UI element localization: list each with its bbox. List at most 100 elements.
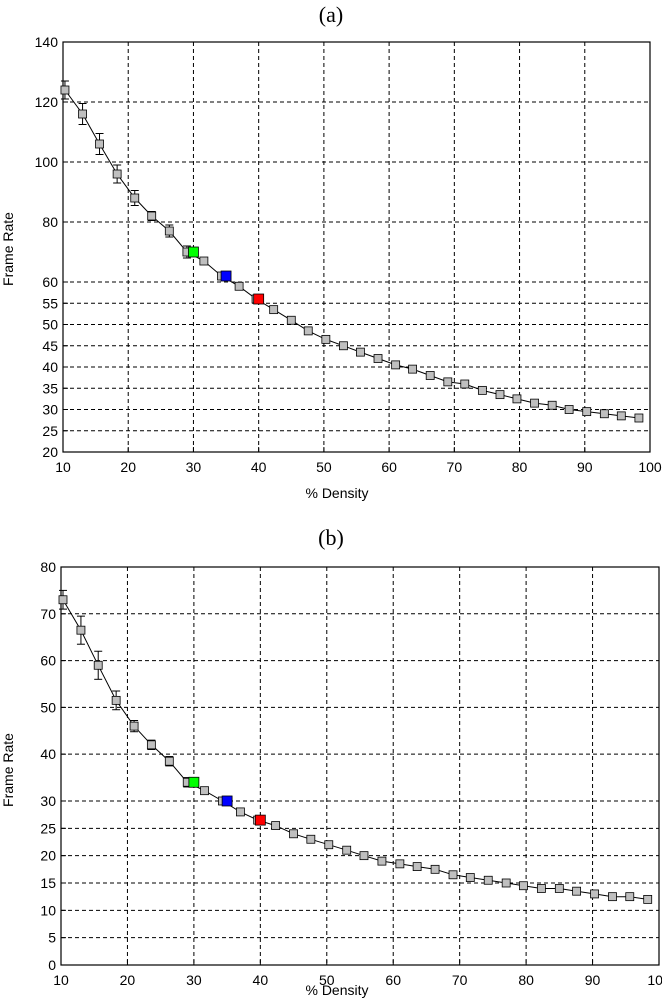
y-tick-label: 10 bbox=[40, 902, 56, 918]
y-tick-label: 60 bbox=[40, 653, 56, 669]
data-point bbox=[60, 85, 70, 95]
highlight-point bbox=[220, 270, 232, 282]
data-point bbox=[547, 400, 557, 410]
data-point bbox=[582, 407, 592, 417]
y-tick-label: 30 bbox=[40, 793, 56, 809]
data-point bbox=[129, 721, 139, 731]
x-tick-label: 60 bbox=[385, 972, 401, 988]
x-tick-label: 30 bbox=[186, 459, 202, 475]
x-tick-label: 10 bbox=[55, 459, 71, 475]
x-tick-label: 20 bbox=[120, 459, 136, 475]
highlight-point bbox=[253, 293, 265, 305]
y-tick-label: 20 bbox=[42, 444, 58, 460]
x-tick-label: 50 bbox=[316, 459, 332, 475]
data-point bbox=[590, 889, 599, 899]
x-tick-label: 100 bbox=[638, 459, 662, 475]
x-tick-label: 40 bbox=[251, 459, 267, 475]
data-point bbox=[616, 411, 626, 421]
data-point bbox=[477, 385, 487, 395]
data-point bbox=[306, 834, 316, 844]
data-point bbox=[235, 807, 245, 817]
y-tick-label: 25 bbox=[40, 820, 56, 836]
data-point bbox=[269, 305, 279, 315]
y-tick-label: 60 bbox=[42, 274, 58, 290]
data-point bbox=[164, 226, 174, 236]
x-tick-label: 60 bbox=[381, 459, 397, 475]
chart-panel-b: (b) % Density Frame Rate 10 20 30 40 50 60 70 8… bbox=[0, 525, 662, 998]
data-point bbox=[554, 884, 564, 893]
data-point bbox=[164, 756, 174, 766]
y-axis-label-a: Frame Rate bbox=[0, 212, 16, 286]
y-tick-label: 45 bbox=[42, 338, 58, 354]
y-tick-label: 140 bbox=[35, 34, 59, 50]
data-point bbox=[321, 334, 331, 344]
y-tick-label: 25 bbox=[42, 423, 58, 439]
data-point bbox=[425, 371, 435, 380]
data-point bbox=[412, 862, 422, 871]
data-point bbox=[93, 660, 103, 670]
data-point bbox=[501, 878, 511, 888]
data-point bbox=[146, 740, 156, 750]
x-tick-label: 80 bbox=[518, 972, 534, 988]
y-tick-label: 55 bbox=[42, 295, 58, 311]
y-tick-label: 15 bbox=[40, 875, 56, 891]
data-point bbox=[130, 193, 140, 203]
data-point bbox=[430, 864, 440, 874]
data-point bbox=[289, 829, 298, 839]
data-point bbox=[634, 413, 644, 423]
plot-frame bbox=[62, 41, 651, 453]
chart-panel-a: (a) % Density Frame Rate 10 20 30 40 50 60 70 8… bbox=[0, 2, 662, 501]
y-tick-label: 40 bbox=[40, 746, 56, 762]
highlight-point bbox=[254, 814, 266, 826]
y-tick-label: 120 bbox=[35, 94, 59, 110]
data-point bbox=[199, 256, 209, 266]
y-tick-label: 50 bbox=[40, 699, 56, 715]
data-point bbox=[443, 377, 453, 387]
y-tick-label: 35 bbox=[42, 380, 58, 396]
highlight-point bbox=[188, 776, 200, 788]
y-tick-label: 0 bbox=[48, 957, 56, 973]
x-tick-label: 90 bbox=[585, 972, 601, 988]
data-point bbox=[465, 873, 475, 882]
x-tick-label: 70 bbox=[447, 459, 463, 475]
data-point bbox=[483, 875, 493, 885]
data-point bbox=[625, 892, 635, 902]
data-point bbox=[200, 786, 209, 796]
series-line bbox=[62, 599, 648, 900]
x-tick-label: 40 bbox=[253, 972, 269, 988]
y-tick-label: 100 bbox=[35, 154, 59, 170]
data-point bbox=[572, 886, 582, 896]
y-tick-label: 70 bbox=[40, 606, 56, 622]
y-tick-label: 50 bbox=[42, 317, 58, 333]
chart-title-b: (b) bbox=[318, 525, 344, 550]
data-point bbox=[286, 315, 296, 325]
data-point bbox=[95, 139, 104, 149]
data-point bbox=[495, 390, 505, 400]
data-point bbox=[112, 169, 122, 179]
data-point bbox=[58, 595, 68, 605]
y-tick-label: 5 bbox=[48, 930, 56, 946]
x-tick-label: 50 bbox=[319, 972, 335, 988]
x-axis-label-a: % Density bbox=[305, 485, 368, 501]
y-tick-label: 80 bbox=[42, 214, 58, 230]
x-tick-label: 10 bbox=[53, 972, 69, 988]
data-point bbox=[324, 840, 334, 850]
data-point bbox=[339, 341, 348, 351]
data-point bbox=[519, 881, 528, 891]
x-tick-label: 90 bbox=[577, 459, 593, 475]
data-point bbox=[512, 394, 522, 404]
data-point bbox=[530, 398, 539, 408]
y-axis-label-b: Frame Rate bbox=[0, 733, 16, 807]
data-point bbox=[147, 211, 157, 221]
data-point bbox=[373, 354, 383, 363]
data-point bbox=[643, 894, 653, 904]
data-point bbox=[391, 360, 401, 370]
x-tick-label: 80 bbox=[512, 459, 528, 475]
data-point bbox=[599, 409, 609, 419]
data-point bbox=[78, 109, 87, 119]
chart-title-a: (a) bbox=[319, 2, 343, 27]
data-point bbox=[564, 405, 574, 414]
plot-frame bbox=[60, 566, 660, 966]
data-point bbox=[377, 856, 387, 866]
